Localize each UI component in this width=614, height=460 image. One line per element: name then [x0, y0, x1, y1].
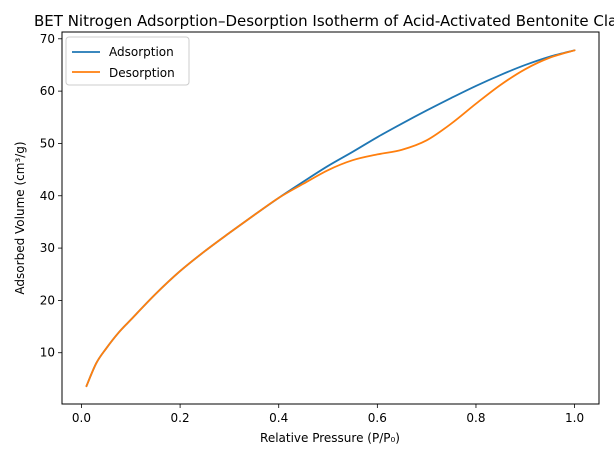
- chart-title: BET Nitrogen Adsorption–Desorption Isoth…: [34, 12, 614, 30]
- y-tick-label: 60: [40, 84, 55, 98]
- y-tick-label: 50: [40, 136, 55, 150]
- y-tick-label: 20: [40, 293, 55, 307]
- y-tick-label: 40: [40, 189, 55, 203]
- y-tick-label: 70: [40, 32, 55, 46]
- legend-label-desorption: Desorption: [109, 66, 175, 80]
- series-line-adsorption: [85, 49, 576, 388]
- series-layer: [85, 49, 576, 388]
- plot-frame: [61, 31, 600, 405]
- x-tick-label: 0.2: [171, 411, 190, 425]
- x-axis-label: Relative Pressure (P/P₀): [260, 431, 400, 445]
- legend-label-adsorption: Adsorption: [109, 45, 174, 59]
- x-tick-label: 0.4: [269, 411, 288, 425]
- y-tick-label: 10: [40, 346, 55, 360]
- x-axis-ticks: 0.0 0.2 0.4 0.6 0.8 1.0: [72, 404, 584, 425]
- series-line-desorption: [85, 49, 576, 388]
- x-tick-label: 0.6: [368, 411, 387, 425]
- x-tick-label: 1.0: [565, 411, 584, 425]
- y-tick-label: 30: [40, 241, 55, 255]
- y-axis-ticks: 10 20 30 40 50 60 70: [40, 32, 62, 360]
- y-axis-label: Adsorbed Volume (cm³/g): [13, 141, 27, 294]
- x-tick-label: 0.0: [72, 411, 91, 425]
- legend: Adsorption Desorption: [65, 36, 190, 86]
- legend-box: [65, 36, 190, 86]
- x-tick-label: 0.8: [466, 411, 485, 425]
- plot-area: [61, 31, 600, 405]
